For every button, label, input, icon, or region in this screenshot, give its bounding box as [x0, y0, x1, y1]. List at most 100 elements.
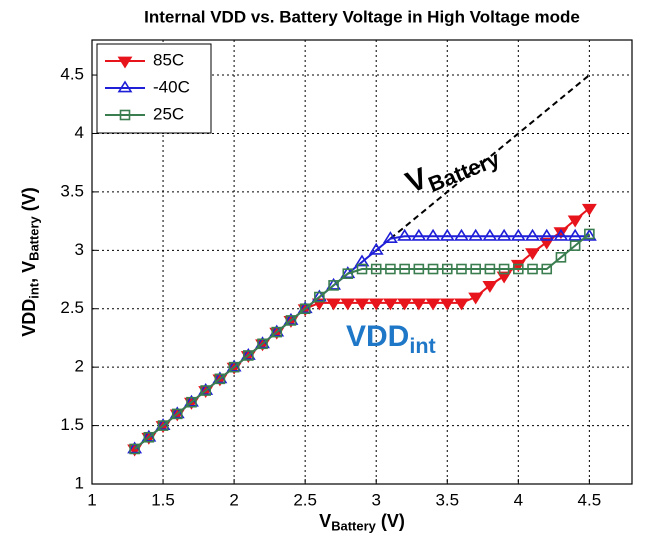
marker [527, 263, 538, 275]
marker [413, 263, 425, 275]
marker [441, 263, 453, 275]
marker [411, 228, 427, 241]
marker [513, 263, 524, 275]
y-axis-label: VDDint, VBattery (V) [19, 187, 42, 337]
marker [117, 80, 133, 93]
marker [356, 263, 368, 275]
marker [553, 228, 569, 241]
x-axis-label: VBattery (V) [319, 511, 405, 534]
marker [143, 431, 155, 443]
marker [257, 338, 268, 350]
marker [186, 396, 197, 408]
label-part: V [319, 511, 331, 531]
marker [541, 263, 553, 275]
marker [496, 271, 512, 284]
x-tick-label: 2.5 [293, 490, 317, 509]
chart-title: Internal VDD vs. Battery Voltage in High… [144, 7, 580, 26]
marker [569, 240, 581, 251]
marker [498, 263, 510, 275]
label-part: Battery [27, 215, 42, 260]
y-tick-label: 1 [75, 473, 84, 492]
marker [425, 228, 441, 241]
marker [328, 280, 339, 291]
marker [385, 263, 396, 275]
marker [271, 326, 283, 338]
marker [555, 252, 567, 263]
marker [157, 420, 169, 431]
legend-label: -40C [153, 77, 190, 96]
marker [581, 228, 597, 241]
y-tick-label: 1.5 [60, 415, 84, 434]
marker [354, 254, 370, 267]
marker [119, 109, 131, 121]
marker [454, 298, 469, 311]
x-tick-label: 1 [87, 490, 96, 509]
marker [314, 291, 325, 303]
x-tick-label: 3.5 [435, 490, 459, 509]
x-tick-label: 3 [371, 490, 380, 509]
reference-line [389, 74, 591, 240]
x-tick-label: 4 [514, 490, 523, 509]
marker [581, 203, 597, 216]
legend-label: 85C [153, 50, 184, 69]
marker [200, 385, 211, 396]
marker [411, 298, 427, 311]
marker [326, 298, 342, 311]
x-tick-label: 4.5 [578, 490, 602, 509]
marker [567, 215, 583, 228]
marker [539, 237, 555, 250]
marker [368, 242, 384, 255]
label-part: , V [19, 261, 39, 283]
marker [397, 298, 413, 311]
marker [228, 361, 240, 373]
x-tick-label: 1.5 [151, 490, 175, 509]
marker [370, 263, 382, 275]
marker [482, 228, 498, 241]
y-tick-label: 4 [75, 123, 84, 142]
marker [397, 228, 413, 241]
marker [454, 228, 469, 241]
annotation: VDDint [346, 320, 436, 358]
label-part: VDD [346, 320, 409, 353]
marker [439, 228, 455, 241]
marker [470, 263, 481, 275]
label-part: Battery [331, 519, 376, 534]
label-part: int [409, 333, 435, 358]
marker [468, 292, 484, 305]
legend: 85C -40C 25C [96, 43, 212, 134]
marker [214, 373, 226, 385]
marker [567, 228, 583, 241]
marker [439, 298, 455, 311]
marker [510, 228, 526, 241]
label-part: int [27, 282, 42, 299]
marker [425, 298, 441, 311]
legend-label: 25C [153, 104, 184, 123]
y-tick-label: 2 [75, 357, 84, 376]
marker [456, 263, 467, 275]
marker [382, 298, 398, 311]
marker [584, 228, 595, 240]
marker [482, 280, 498, 293]
marker [399, 263, 410, 275]
marker [496, 228, 512, 241]
label-part: (V) [376, 511, 405, 531]
marker [299, 303, 311, 315]
marker [340, 298, 356, 311]
marker [285, 315, 297, 326]
marker [553, 227, 569, 240]
marker [525, 248, 540, 261]
y-tick-label: 3.5 [60, 181, 84, 200]
marker [427, 263, 439, 275]
marker [539, 228, 555, 241]
y-tick-label: 2.5 [60, 298, 84, 317]
marker [354, 298, 370, 311]
marker [117, 56, 133, 69]
marker [368, 298, 384, 311]
marker [129, 443, 140, 455]
y-tick-label: 3 [75, 240, 84, 259]
label-part: VDD [19, 299, 39, 337]
marker [382, 231, 398, 244]
marker [171, 408, 183, 420]
label-part: (V) [19, 187, 39, 216]
